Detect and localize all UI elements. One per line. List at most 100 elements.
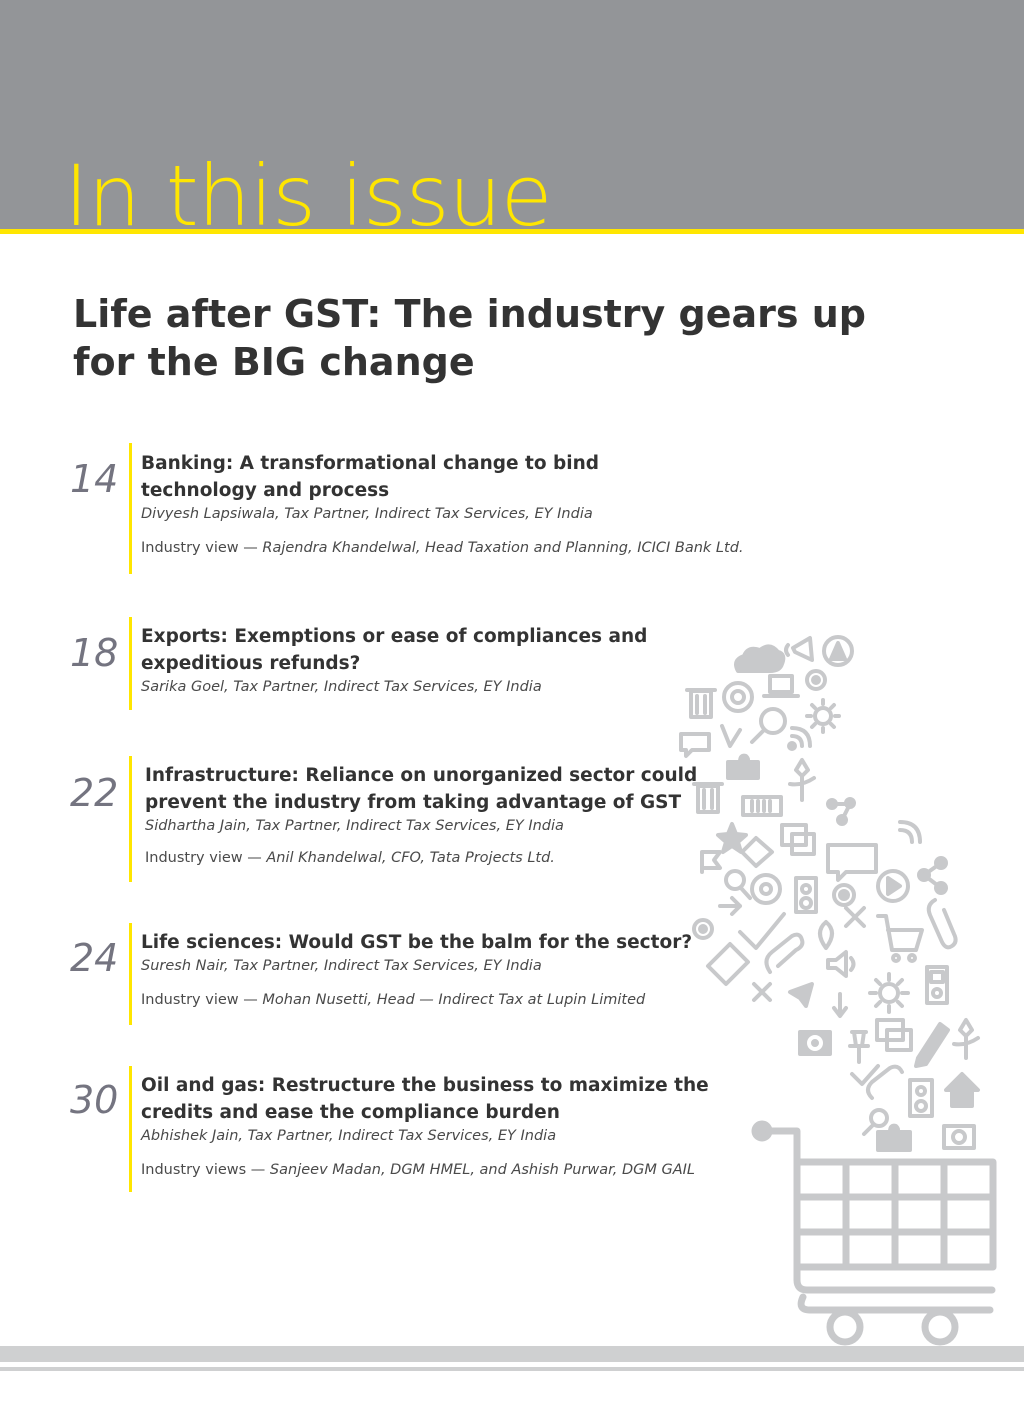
arrow-icon (718, 896, 742, 916)
checkmark-icon (850, 1064, 880, 1086)
push-pin-icon (848, 1030, 870, 1064)
laptop-icon (762, 674, 800, 698)
toc-entry-18[interactable]: 18 Exports: Exemptions or ease of compli… (0, 617, 720, 711)
puzzle-icon (726, 753, 760, 780)
camera-icon (942, 1124, 976, 1150)
accent-bar (129, 443, 132, 574)
paperclip-icon (866, 1064, 904, 1100)
cross-icon (844, 906, 866, 928)
windows-icon (780, 823, 816, 856)
article-author: Divyesh Lapsiwala, Tax Partner, Indirect… (141, 506, 593, 522)
page-number: 14 (70, 457, 119, 501)
at-sign-icon (750, 873, 782, 905)
accent-bar (129, 1066, 132, 1192)
volume-icon (826, 950, 856, 978)
article-title[interactable]: Oil and gas: Restructure the business to… (141, 1075, 709, 1123)
speaker-icon (794, 876, 818, 914)
page-number: 30 (70, 1078, 119, 1122)
header-band (0, 0, 1024, 229)
footer-rule (0, 1346, 1024, 1362)
article-title[interactable]: Exports: Exemptions or ease of complianc… (141, 626, 648, 674)
cloud-icon (734, 644, 786, 673)
megaphone-icon (784, 636, 814, 662)
at-sign-icon (722, 681, 754, 713)
puzzle-icon (876, 1123, 912, 1152)
sun-icon (868, 972, 910, 1014)
article-title[interactable]: Infrastructure: Reliance on unorganized … (145, 765, 698, 813)
toc-entry-14[interactable]: 14 Banking: A transformational change to… (0, 443, 744, 575)
tag-icon (706, 942, 750, 986)
chat-bubble-icon (679, 732, 711, 758)
magnifier-icon (724, 869, 752, 900)
industry-view-people: Anil Khandelwal, CFO, Tata Projects Ltd. (266, 850, 555, 866)
camera-icon (798, 1030, 832, 1056)
accent-bar (129, 923, 132, 1025)
gear-icon (692, 918, 714, 940)
play-icon (822, 635, 854, 667)
battery-icon (741, 795, 783, 817)
pencil-icon (914, 1022, 950, 1068)
house-icon (944, 1072, 980, 1108)
rss-icon (898, 820, 922, 844)
mp3-player-icon (925, 965, 949, 1005)
industry-view: Industry views — Sanjeev Madan, DGM HMEL… (141, 1160, 711, 1180)
article-author: Sidhartha Jain, Tax Partner, Indirect Ta… (145, 818, 564, 834)
industry-view-people: Mohan Nusetti, Head — Indirect Tax at Lu… (262, 992, 646, 1008)
toc-entry-22[interactable]: 22 Infrastructure: Reliance on unorganiz… (0, 756, 720, 883)
page-number: 22 (70, 771, 119, 815)
accent-bar (129, 756, 132, 882)
magnifier-icon (862, 1108, 889, 1136)
arrow-icon (832, 992, 848, 1018)
paperclip-icon (926, 898, 958, 950)
arrow-icon (720, 724, 742, 748)
industry-view-label: Industry view — (145, 850, 262, 866)
shopping-basket-icon (876, 914, 924, 963)
header-rule (0, 229, 1024, 234)
trash-icon (685, 688, 717, 719)
toc-entry-24[interactable]: 24 Life sciences: Would GST be the balm … (0, 923, 720, 1026)
flag-icon (700, 850, 722, 874)
article-author: Abhishek Jain, Tax Partner, Indirect Tax… (141, 1128, 557, 1144)
cross-icon (752, 982, 772, 1002)
gear-icon (832, 883, 856, 907)
flower-icon (788, 758, 816, 802)
toc-entry-30[interactable]: 30 Oil and gas: Restructure the business… (0, 1066, 720, 1193)
page-number: 18 (70, 631, 119, 675)
industry-view-people: Rajendra Khandelwal, Head Taxation and P… (262, 540, 744, 556)
industry-view: Industry view — Anil Khandelwal, CFO, Ta… (145, 848, 705, 868)
article-author: Suresh Nair, Tax Partner, Indirect Tax S… (141, 958, 542, 974)
star-icon (716, 822, 748, 854)
page-number: 24 (70, 936, 119, 980)
flower-icon (952, 1018, 980, 1060)
windows-icon (875, 1018, 913, 1052)
play-icon (876, 869, 910, 903)
industry-view-label: Industry view — (141, 540, 258, 556)
industry-view: Industry view — Mohan Nusetti, Head — In… (141, 990, 701, 1010)
issue-headline: Life after GST: The industry gears up fo… (73, 292, 866, 384)
cursor-icon (788, 982, 814, 1008)
speaker-icon (908, 1078, 934, 1118)
share-icon (917, 856, 948, 895)
article-title[interactable]: Banking: A transformational change to bi… (141, 453, 600, 501)
tag-icon (740, 836, 774, 868)
industry-view-people: Sanjeev Madan, DGM HMEL, and Ashish Purw… (269, 1162, 696, 1178)
paperclip-icon (764, 932, 805, 974)
page-title: In this issue (64, 147, 552, 245)
industry-view-label: Industry view — (141, 992, 258, 1008)
location-pin-icon (818, 920, 834, 950)
sun-icon (805, 698, 841, 734)
trash-icon (692, 782, 724, 814)
rss-icon (787, 726, 812, 751)
chat-bubble-icon (826, 843, 878, 882)
footer-line (0, 1367, 1024, 1371)
share-icon (826, 797, 856, 826)
industry-view-label: Industry views — (141, 1162, 266, 1178)
article-title[interactable]: Life sciences: Would GST be the balm for… (141, 932, 693, 953)
article-author: Sarika Goel, Tax Partner, Indirect Tax S… (141, 679, 542, 695)
checkmark-icon (738, 912, 786, 950)
gear-icon (805, 669, 827, 691)
magnifier-icon (750, 707, 787, 744)
industry-view: Industry view — Rajendra Khandelwal, Hea… (141, 538, 744, 558)
accent-bar (129, 617, 132, 710)
shopping-cart-icon (751, 1120, 997, 1346)
